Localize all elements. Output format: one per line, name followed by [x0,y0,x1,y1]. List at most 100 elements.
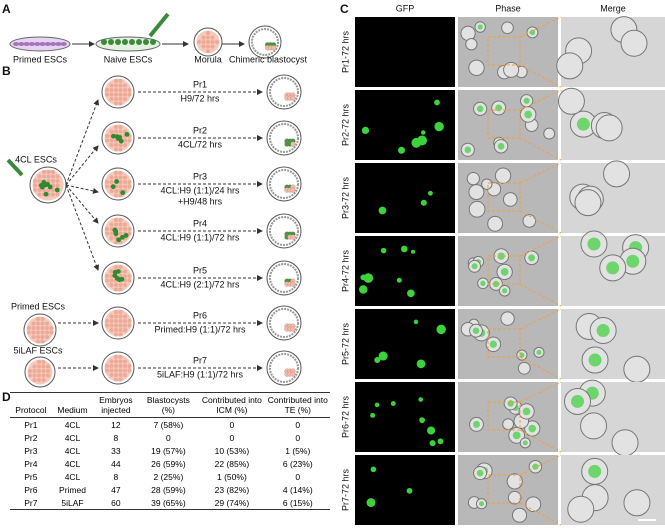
micrograph [458,455,558,525]
cell [105,323,109,328]
embryo-image [611,429,639,457]
cell [105,231,109,236]
cell [123,227,127,231]
cell [40,326,45,330]
primed-cell [23,42,30,46]
gfp-overlay [522,440,528,446]
cell [105,88,109,92]
inner [104,309,132,337]
dashed-arrow [65,99,100,186]
row-label: Pr4-72 hrs [340,249,350,292]
cell [109,189,114,193]
gfp-signal [370,412,376,418]
gfp-signal [436,324,446,335]
protocol-condition: 4CL:H9 (1:1)/24 hrs [160,185,240,195]
table-cell: 33 [111,445,121,456]
gfp-cell [116,237,122,243]
icm-cell [290,141,296,147]
protocol-name: Pr1 [193,79,207,89]
cell [40,321,45,326]
table-cell: 44 [111,458,121,469]
cell [42,174,46,179]
cell [114,83,118,88]
gfp-signal [374,402,380,408]
cell [45,335,49,339]
cell [27,330,31,335]
gfp-signal [374,356,381,364]
cell [118,88,123,92]
gfp-signal [429,440,436,447]
gfp-cell [114,179,120,184]
cell [114,319,118,323]
primed-cell [34,42,41,46]
cell [123,314,127,319]
stage-label: Morula [194,54,222,64]
cell [118,92,123,97]
protocol-condition: 5iLAF:H9 (1:1)/72 hrs [157,369,244,379]
column-header: GFP [396,3,415,13]
gfp-cell [54,187,60,193]
cell [45,326,49,330]
gfp-signal [418,397,424,402]
cell [51,188,55,192]
cavity [269,169,299,199]
embryo-image [567,495,595,523]
cell [37,174,42,179]
cell [118,355,123,359]
table-cell: 39 (65%) [138,496,199,510]
cell [118,218,123,222]
naive-colony [101,39,107,45]
gfp-cell [113,229,119,234]
icm-cell [290,281,296,287]
table-header: Protocol [10,392,52,418]
cell [123,373,127,377]
gfp-overlay [473,420,480,428]
micrograph [355,309,455,379]
table-cell: 7 (58%) [153,419,184,430]
pipette [6,158,24,177]
table-cell: 1 (5%) [285,445,311,456]
cell [123,175,127,180]
gfp-signal [420,199,427,206]
cell [118,227,123,231]
cell [45,321,49,326]
table-cell: 4CL [64,458,81,469]
gfp-overlay [512,431,521,440]
gfp-overlay [502,288,508,294]
cell [118,377,123,382]
zoom-line [519,381,562,403]
cell [31,321,36,326]
cell [36,339,40,344]
cell [118,332,123,337]
cell [118,310,123,314]
cell [40,335,45,339]
cavity [269,77,299,107]
primed-cell [55,42,62,46]
gfp-signal [416,359,426,369]
cavity [269,263,299,293]
source-label: Primed ESCs [11,301,66,311]
embryo-image [603,160,631,188]
cell [109,83,114,88]
dashed-arrow [65,184,99,194]
cell [32,373,37,378]
zoom-box [487,182,521,212]
primed-cell [13,42,19,46]
cell [118,373,123,377]
cell [114,92,118,97]
cell [114,175,118,180]
gfp-signal [406,487,413,494]
cell [109,92,114,97]
cell [109,328,114,332]
cavity [251,28,279,56]
cell [105,364,109,368]
embryo-image [506,473,523,490]
table-cell: 4 (14%) [282,484,313,495]
protocol-condition: 4CL/72 hrs [178,139,223,149]
cell [118,323,123,328]
cell [127,180,132,184]
cell [118,328,123,332]
cell [46,170,51,174]
cell [127,323,132,328]
